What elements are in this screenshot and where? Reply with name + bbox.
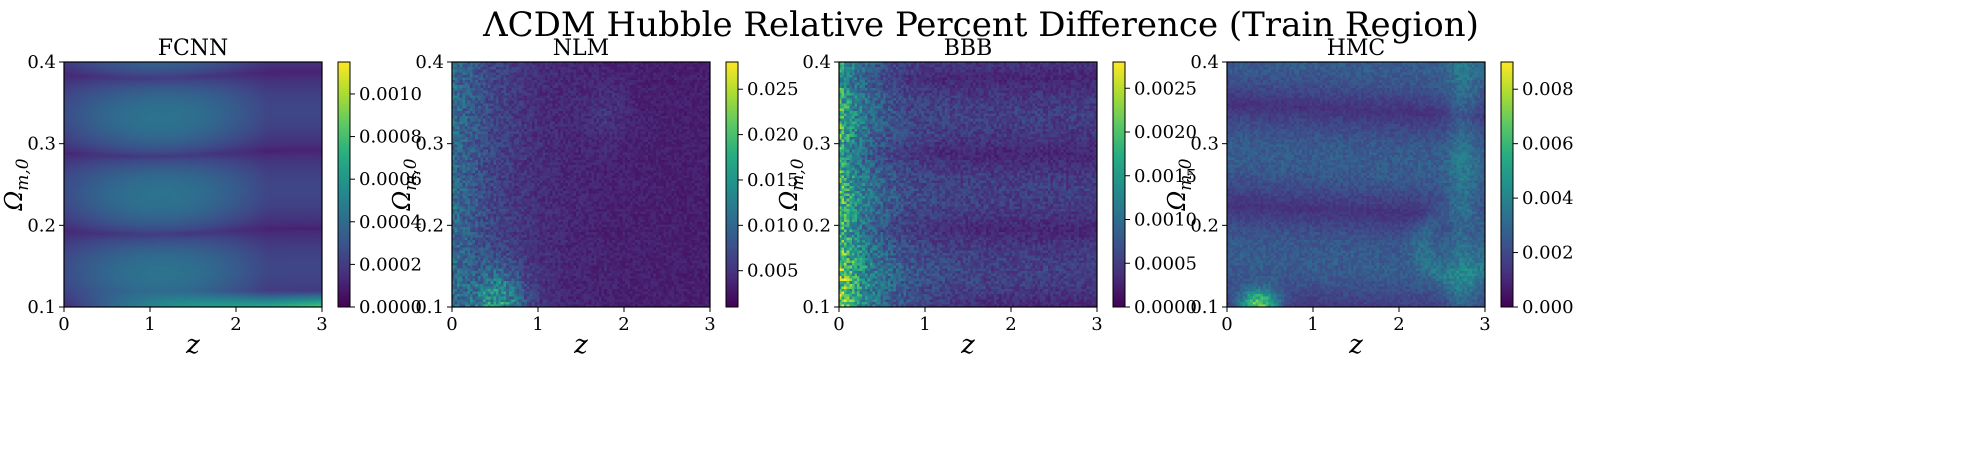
- colorbar-tick-label: 0.000: [1522, 297, 1574, 318]
- x-tick-label: 2: [1393, 314, 1404, 335]
- y-axis-label: Ωm,0: [1163, 158, 1196, 211]
- x-axis-label: z: [573, 330, 588, 360]
- colorbar-tick-label: 0.0006: [359, 169, 422, 190]
- x-tick-label: 0: [446, 314, 457, 335]
- y-axis-label: Ωm,0: [0, 158, 33, 211]
- heatmap-image: [839, 62, 1097, 307]
- panel-title: BBB: [944, 36, 993, 61]
- x-tick-label: 1: [1307, 314, 1318, 335]
- colorbar-tick-label: 0.0000: [1134, 297, 1197, 318]
- y-tick-label: 0.2: [1190, 215, 1219, 236]
- colorbar-tick-label: 0.0015: [1134, 166, 1197, 187]
- y-tick-label: 0.1: [415, 297, 444, 318]
- y-tick-label: 0.4: [802, 52, 831, 73]
- axes-frame: [1226, 61, 1486, 308]
- x-tick-label: 3: [1479, 314, 1490, 335]
- axes-frame: [451, 61, 711, 308]
- y-tick-label: 0.2: [27, 215, 56, 236]
- x-tick-label: 1: [532, 314, 543, 335]
- y-tick-label: 0.1: [1190, 297, 1219, 318]
- colorbar-tick-label: 0.0020: [1134, 122, 1197, 143]
- colorbar-tick-label: 0.0004: [359, 212, 422, 233]
- y-tick-label: 0.2: [415, 215, 444, 236]
- x-tick-label: 1: [919, 314, 930, 335]
- colorbar-tick-label: 0.0002: [359, 254, 422, 275]
- colorbar-tick-label: 0.0005: [1134, 253, 1197, 274]
- colorbar-tick-label: 0.020: [747, 125, 799, 146]
- x-tick-label: 2: [1005, 314, 1016, 335]
- heatmap-image: [64, 62, 322, 307]
- colorbar-tick-label: 0.015: [747, 170, 799, 191]
- x-tick-label: 3: [704, 314, 715, 335]
- colorbar-tick-label: 0.0010: [1134, 210, 1197, 231]
- panel-1: NLM 0 1 2 3 0.1 0.2 0.3 0.4 z Ωm,0 0.005 0.010 0.015 0…: [388, 36, 799, 360]
- heatmap-image: [452, 62, 710, 307]
- panel-title: HMC: [1327, 36, 1386, 61]
- x-tick-label: 0: [833, 314, 844, 335]
- x-tick-label: 0: [1221, 314, 1232, 335]
- colorbar: [1500, 61, 1514, 308]
- colorbar-tick-label: 0.0010: [359, 84, 422, 105]
- colorbar-tick-label: 0.004: [1522, 188, 1574, 209]
- colorbar-tick-label: 0.0025: [1134, 78, 1197, 99]
- colorbar: [1112, 61, 1126, 308]
- y-tick-label: 0.3: [1190, 134, 1219, 155]
- colorbar: [725, 61, 739, 308]
- colorbar-tick-label: 0.002: [1522, 243, 1574, 264]
- y-tick-label: 0.1: [802, 297, 831, 318]
- y-tick-label: 0.3: [27, 134, 56, 155]
- x-tick-label: 2: [230, 314, 241, 335]
- colorbar: [337, 61, 351, 308]
- colorbar-tick-label: 0.005: [747, 261, 799, 282]
- panel-title: FCNN: [158, 36, 229, 61]
- panel-2: BBB 0 1 2 3 0.1 0.2 0.3 0.4 z Ωm,0 0.0000 0.0005 0.00…: [775, 36, 1197, 360]
- panel-0: FCNN 0 1 2 3 0.1 0.2 0.3 0.4 z Ωm,0 0.0000 0.0002 0.0…: [0, 36, 422, 360]
- y-tick-label: 0.4: [1190, 52, 1219, 73]
- colorbar-tick-label: 0.0008: [359, 127, 422, 148]
- x-tick-label: 3: [1091, 314, 1102, 335]
- colorbar-tick-label: 0.010: [747, 215, 799, 236]
- x-tick-label: 1: [144, 314, 155, 335]
- y-tick-label: 0.3: [802, 134, 831, 155]
- x-tick-label: 0: [58, 314, 69, 335]
- colorbar-tick-label: 0.0000: [359, 297, 422, 318]
- y-tick-label: 0.4: [27, 52, 56, 73]
- axes-frame: [838, 61, 1098, 308]
- figure-title: ΛCDM Hubble Relative Percent Difference …: [482, 5, 1479, 45]
- panel-3: HMC 0 1 2 3 0.1 0.2 0.3 0.4 z Ωm,0 0.000 0.002 0.004 0…: [1163, 36, 1574, 360]
- x-axis-label: z: [185, 330, 200, 360]
- y-tick-label: 0.1: [27, 297, 56, 318]
- x-tick-label: 3: [316, 314, 327, 335]
- colorbar-tick-label: 0.008: [1522, 79, 1574, 100]
- y-axis-label: Ωm,0: [388, 158, 421, 211]
- y-tick-label: 0.2: [802, 215, 831, 236]
- colorbar-tick-label: 0.025: [747, 79, 799, 100]
- colorbar-tick-label: 0.006: [1522, 134, 1574, 155]
- x-tick-label: 2: [618, 314, 629, 335]
- y-tick-label: 0.3: [415, 134, 444, 155]
- heatmap-image: [1227, 62, 1485, 307]
- y-tick-label: 0.4: [415, 52, 444, 73]
- x-axis-label: z: [960, 330, 975, 360]
- panel-title: NLM: [553, 36, 609, 61]
- y-axis-label: Ωm,0: [775, 158, 808, 211]
- x-axis-label: z: [1348, 330, 1363, 360]
- axes-frame: [63, 61, 323, 308]
